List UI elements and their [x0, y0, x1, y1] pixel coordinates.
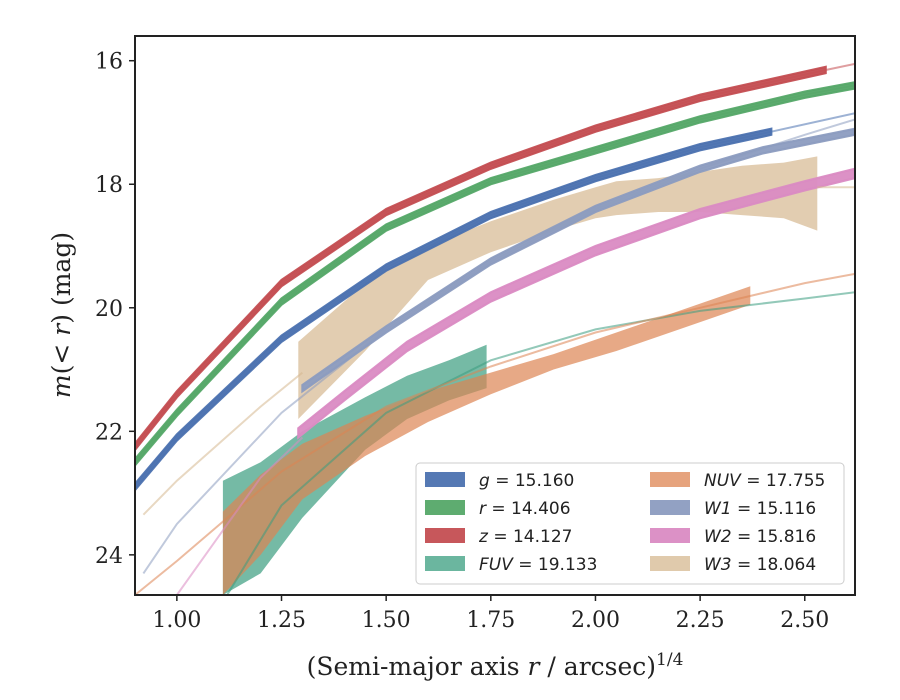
- nuv-band: [222, 286, 751, 595]
- x-axis-label: (Semi-major axis r / arcsec)1/4: [307, 650, 684, 681]
- plot-frame: [134, 35, 856, 596]
- g-model-line: [135, 112, 855, 488]
- fuv-model-line: [226, 291, 855, 595]
- x-tick-label: 2.25: [676, 608, 725, 633]
- w1-band: [301, 127, 855, 394]
- w2-band: [297, 167, 855, 440]
- w1-model-line: [142, 118, 855, 574]
- y-tick-label: 18: [95, 173, 123, 198]
- y-tick-label: 20: [95, 297, 123, 322]
- nuv-legend-label: NUV = 17.755: [704, 471, 825, 491]
- w3-legend-swatch: [650, 556, 690, 571]
- y-axis-label: m(< r) (mag): [47, 232, 76, 398]
- w2-model-line: [176, 436, 304, 595]
- z-model-line: [135, 62, 855, 448]
- g-legend-swatch: [425, 472, 465, 487]
- x-tick-label: 1.75: [466, 608, 515, 633]
- g-legend-label: g = 15.160: [479, 471, 574, 491]
- w2-legend-label: W2 = 15.816: [704, 527, 816, 547]
- z-band: [135, 65, 827, 452]
- r-band: [135, 81, 855, 468]
- fuv-legend-swatch: [425, 556, 465, 571]
- w3-legend-label: W3 = 18.064: [704, 555, 816, 575]
- x-tick-label: 2.00: [571, 608, 620, 633]
- z-legend-swatch: [425, 528, 465, 543]
- nuv-legend-swatch: [650, 472, 690, 487]
- uncertainty-bands: [135, 65, 855, 595]
- model-lines: [135, 62, 855, 595]
- r-legend-label: r = 14.406: [479, 499, 571, 519]
- nuv-model-line: [135, 272, 855, 595]
- w1-legend-swatch: [650, 500, 690, 515]
- x-tick-label: 1.25: [257, 608, 306, 633]
- x-tick-label: 1.50: [362, 608, 411, 633]
- x-tick-label: 1.00: [152, 608, 201, 633]
- g-band: [135, 127, 773, 492]
- w3-model-line: [142, 371, 304, 516]
- y-tick-label: 22: [95, 420, 123, 445]
- r-model-line: [135, 84, 855, 463]
- y-tick-label: 16: [95, 50, 123, 75]
- legend-box: [415, 462, 845, 585]
- x-axis: 1.00 1.25 1.50 1.75 2.00 2.25 2.50: [152, 595, 829, 633]
- x-tick-label: 2.50: [780, 608, 829, 633]
- r-legend-swatch: [425, 500, 465, 515]
- y-tick-label: 24: [95, 544, 123, 569]
- y-axis: 16 18 20 22 24: [95, 50, 135, 569]
- w3-band: [298, 156, 818, 419]
- w1-legend-label: W1 = 15.116: [704, 499, 816, 519]
- w2-legend-swatch: [650, 528, 690, 543]
- fuv-legend-label: FUV = 19.133: [479, 555, 597, 575]
- z-legend-label: z = 14.127: [478, 527, 572, 547]
- legend: g = 15.160 r = 14.406 z = 14.127 FUV = 19.1…: [415, 462, 845, 585]
